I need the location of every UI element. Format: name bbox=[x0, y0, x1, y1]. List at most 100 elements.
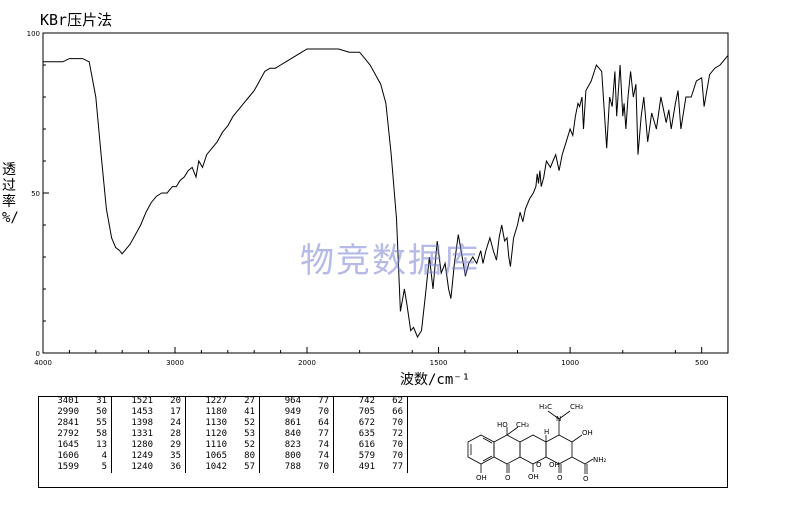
peak-transmittance: 53 bbox=[227, 429, 260, 440]
peak-transmittance: 5 bbox=[79, 462, 112, 473]
peak-table: 3401 31 1521 20 1227 27 964 77 742 62 2990 50 1453 17… bbox=[38, 396, 408, 473]
peak-wavenumber: 800 bbox=[284, 451, 301, 461]
y-tick-label: 0 bbox=[36, 350, 40, 358]
peak-transmittance: 77 bbox=[301, 396, 334, 407]
x-tick-label: 4000 bbox=[34, 359, 52, 367]
peak-wavenumber: 2841 bbox=[57, 418, 79, 428]
peak-transmittance: 74 bbox=[301, 451, 334, 462]
mol-label-o-ketone: O bbox=[557, 474, 563, 482]
mol-label-o-mid: O bbox=[505, 474, 511, 482]
peak-transmittance: 35 bbox=[153, 451, 186, 462]
peak-wavenumber: 1249 bbox=[131, 451, 153, 461]
ir-spectrum-plot: 4000 3000 2000 1500 1000 500 0 50 100 bbox=[27, 30, 729, 367]
axes: 4000 3000 2000 1500 1000 500 0 50 100 bbox=[27, 30, 709, 367]
peak-wavenumber: 3401 bbox=[57, 396, 79, 406]
peak-transmittance: 80 bbox=[227, 451, 260, 462]
x-tick-label: 2000 bbox=[298, 359, 316, 367]
peak-transmittance: 13 bbox=[79, 440, 112, 451]
peak-wavenumber: 672 bbox=[358, 418, 375, 428]
y-axis-label: 透 过 率 %/ bbox=[2, 162, 19, 226]
peak-wavenumber: 635 bbox=[358, 429, 375, 439]
peak-transmittance: 28 bbox=[153, 429, 186, 440]
peak-transmittance: 77 bbox=[375, 462, 408, 473]
mol-label-oh-right: OH bbox=[582, 429, 593, 437]
peak-transmittance: 72 bbox=[375, 429, 408, 440]
mol-label-h3c: H₃C bbox=[539, 403, 552, 411]
peak-wavenumber: 1645 bbox=[57, 440, 79, 450]
peak-transmittance: 58 bbox=[79, 429, 112, 440]
y-axis-label-char: 过 bbox=[2, 178, 16, 194]
peak-table-row: 2792 58 1331 28 1120 53 840 77 635 72 bbox=[38, 429, 408, 440]
peak-wavenumber: 2990 bbox=[57, 407, 79, 417]
spectrum-line bbox=[43, 48, 729, 339]
peak-transmittance: 36 bbox=[153, 462, 186, 473]
mol-label-ch3-top: CH₃ bbox=[570, 403, 583, 411]
mol-label-o-bottom-mid: O bbox=[536, 461, 542, 469]
peak-transmittance: 70 bbox=[375, 451, 408, 462]
peak-transmittance: 57 bbox=[227, 462, 260, 473]
peak-wavenumber: 2792 bbox=[57, 429, 79, 439]
peak-transmittance: 70 bbox=[375, 418, 408, 429]
peak-transmittance: 70 bbox=[301, 462, 334, 473]
peak-table-row: 2841 55 1398 24 1130 52 861 64 672 70 bbox=[38, 418, 408, 429]
mol-label-h: H bbox=[544, 428, 549, 436]
peak-transmittance: 70 bbox=[375, 440, 408, 451]
peak-transmittance: 55 bbox=[79, 418, 112, 429]
peak-wavenumber: 1453 bbox=[131, 407, 153, 417]
y-axis-label-char: 透 bbox=[2, 162, 16, 178]
mol-label-n: N bbox=[556, 415, 561, 423]
peak-wavenumber: 742 bbox=[358, 396, 375, 406]
y-axis-label-char: 率 bbox=[2, 194, 16, 210]
y-tick-label: 50 bbox=[31, 190, 40, 198]
peak-table-row: 1645 13 1280 29 1110 52 823 74 616 70 bbox=[38, 440, 408, 451]
peak-wavenumber: 1240 bbox=[131, 462, 153, 472]
peak-wavenumber: 1180 bbox=[205, 407, 227, 417]
peak-transmittance: 52 bbox=[227, 418, 260, 429]
peak-transmittance: 52 bbox=[227, 440, 260, 451]
peak-wavenumber: 1521 bbox=[131, 396, 153, 406]
molecule-structure: H₃C N CH₃ OH H HO CH₃ OH O OH O OH O NH₂… bbox=[467, 403, 607, 483]
peak-transmittance: 20 bbox=[153, 396, 186, 407]
peak-transmittance: 24 bbox=[153, 418, 186, 429]
peak-transmittance: 64 bbox=[301, 418, 334, 429]
peak-wavenumber: 1606 bbox=[57, 451, 79, 461]
watermark: 物竞数据库 bbox=[300, 241, 480, 281]
mol-label-ch3-mid: CH₃ bbox=[516, 421, 529, 429]
peak-table-row: 3401 31 1521 20 1227 27 964 77 742 62 bbox=[38, 396, 408, 407]
peak-wavenumber: 964 bbox=[284, 396, 301, 406]
plot-frame bbox=[42, 32, 729, 354]
mol-label-nh2: NH₂ bbox=[593, 456, 607, 464]
peak-transmittance: 29 bbox=[153, 440, 186, 451]
peak-wavenumber: 1280 bbox=[131, 440, 153, 450]
peak-wavenumber: 1227 bbox=[205, 396, 227, 406]
peak-wavenumber: 1130 bbox=[205, 418, 227, 428]
y-tick-label: 100 bbox=[27, 30, 40, 38]
x-tick-label: 3000 bbox=[166, 359, 184, 367]
peak-wavenumber: 1599 bbox=[57, 462, 79, 472]
peak-wavenumber: 823 bbox=[284, 440, 301, 450]
mol-label-oh-lower-ring: OH bbox=[549, 461, 560, 469]
peak-transmittance: 66 bbox=[375, 407, 408, 418]
peak-wavenumber: 949 bbox=[284, 407, 301, 417]
peak-transmittance: 70 bbox=[301, 407, 334, 418]
peak-transmittance: 41 bbox=[227, 407, 260, 418]
peak-wavenumber: 579 bbox=[358, 451, 375, 461]
peak-wavenumber: 1042 bbox=[205, 462, 227, 472]
mol-label-o-amide: O bbox=[583, 475, 589, 483]
peak-wavenumber: 1110 bbox=[205, 440, 227, 450]
x-tick-label: 1500 bbox=[430, 359, 448, 367]
peak-table-row: 2990 50 1453 17 1180 41 949 70 705 66 bbox=[38, 407, 408, 418]
y-axis-label-char: %/ bbox=[2, 210, 19, 226]
peak-wavenumber: 616 bbox=[358, 440, 375, 450]
peak-wavenumber: 491 bbox=[358, 462, 375, 472]
x-tick-label: 1000 bbox=[561, 359, 579, 367]
peak-transmittance: 74 bbox=[301, 440, 334, 451]
mol-label-oh-bottom-mid: OH bbox=[528, 473, 539, 481]
peak-transmittance: 62 bbox=[375, 396, 408, 407]
peak-wavenumber: 1065 bbox=[205, 451, 227, 461]
peak-transmittance: 50 bbox=[79, 407, 112, 418]
chart-title: KBr压片法 bbox=[40, 11, 113, 29]
peak-transmittance: 17 bbox=[153, 407, 186, 418]
peak-wavenumber: 705 bbox=[358, 407, 375, 417]
peak-transmittance: 77 bbox=[301, 429, 334, 440]
